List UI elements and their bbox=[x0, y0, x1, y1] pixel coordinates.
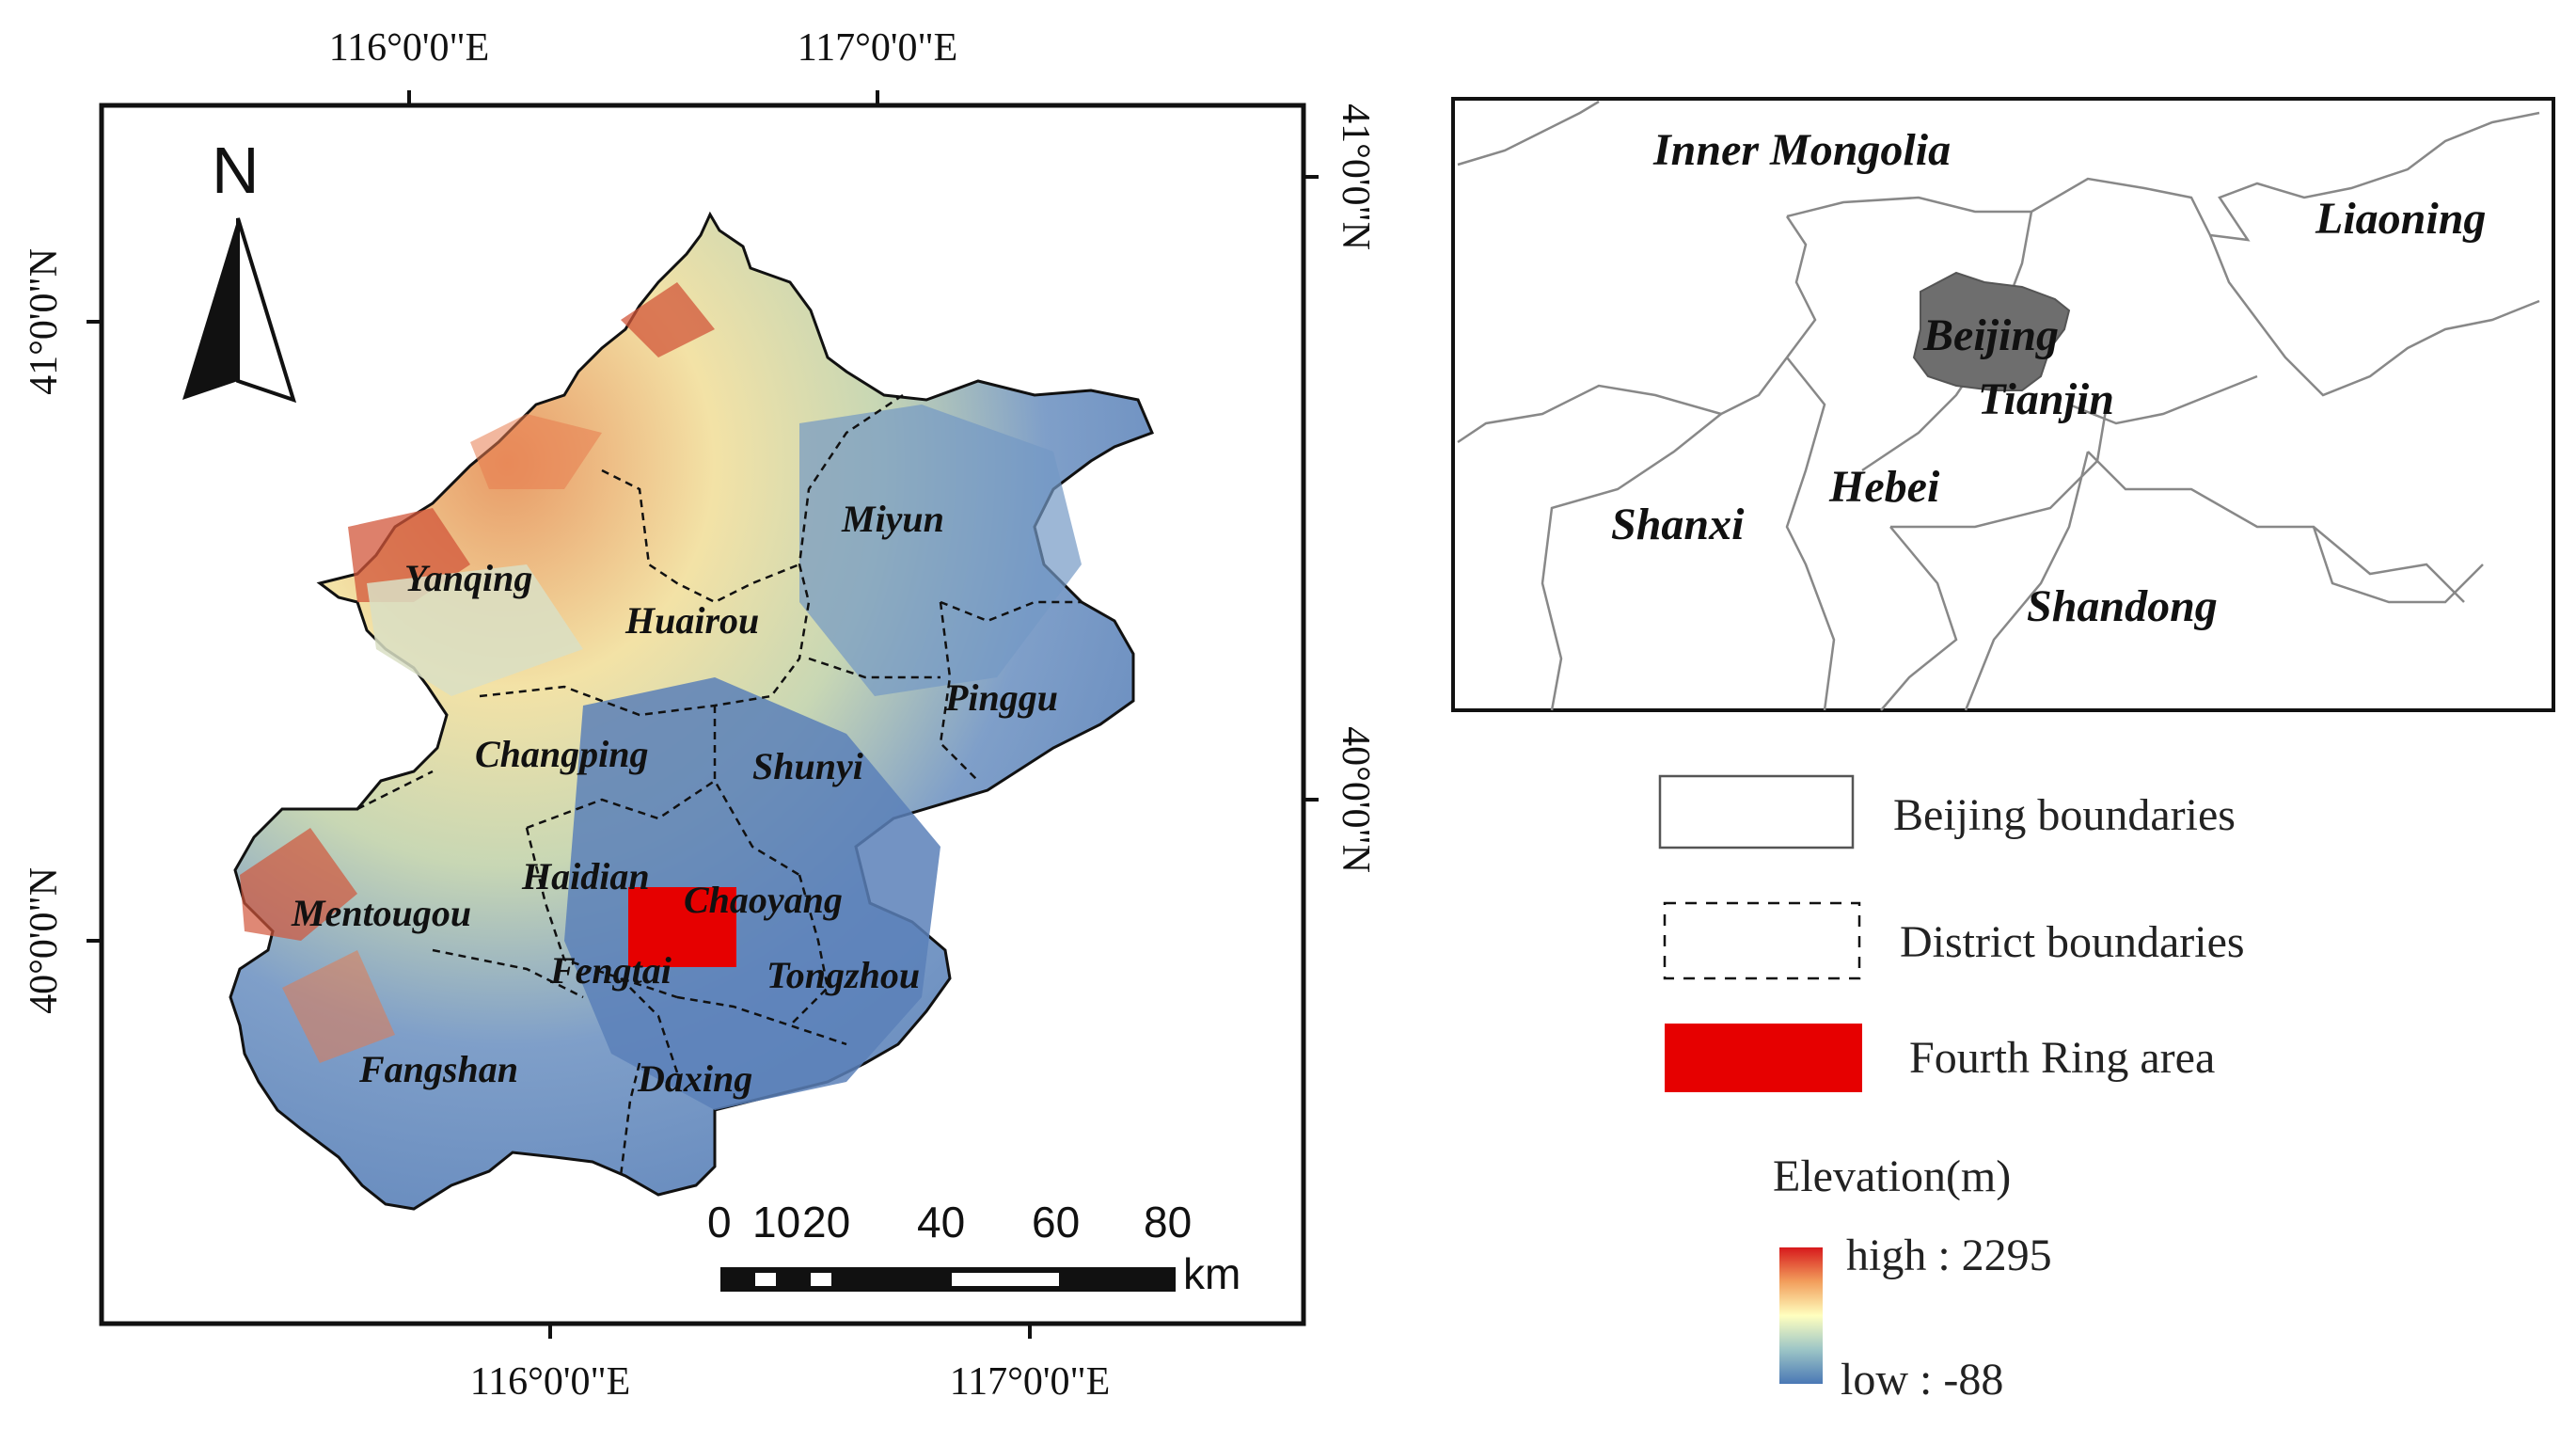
lon-label-bottom: 116°0'0"E bbox=[470, 1360, 631, 1404]
scale-bar: 0 10 20 40 60 80 km bbox=[707, 1198, 1241, 1298]
district-label: Tongzhou bbox=[766, 954, 920, 996]
inset-map-frame bbox=[1451, 97, 2555, 712]
legend-label: District boundaries bbox=[1900, 917, 2245, 967]
province-label: Shanxi bbox=[1611, 500, 1745, 549]
district-boundaries bbox=[356, 393, 1082, 1177]
beijing-inset-area bbox=[1912, 271, 2071, 391]
district-label: Huairou bbox=[624, 599, 759, 642]
north-arrow-label: N bbox=[212, 134, 260, 207]
scale-unit: km bbox=[1183, 1249, 1241, 1298]
province-label: Hebei bbox=[1828, 462, 1940, 512]
legend: Beijing boundaries District boundaries F… bbox=[1658, 774, 2245, 1405]
province-label: Beijing bbox=[1922, 310, 2059, 360]
scale-tick-label: 0 bbox=[707, 1198, 732, 1246]
district-label: Daxing bbox=[637, 1057, 752, 1100]
district-label: Miyun bbox=[841, 498, 944, 540]
district-label: Changping bbox=[475, 733, 649, 775]
north-arrow: N bbox=[182, 134, 297, 404]
district-labels: Yanqing Huairou Miyun Pinggu Changping S… bbox=[291, 498, 1058, 1100]
north-arrow-icon bbox=[182, 218, 238, 400]
province-label: Shandong bbox=[2027, 581, 2218, 631]
province-labels: Inner Mongolia Liaoning Beijing Tianjin … bbox=[1611, 125, 2486, 631]
legend-swatch-beijing bbox=[1658, 774, 1855, 849]
district-label: Chaoyang bbox=[684, 879, 843, 921]
district-label: Fengtai bbox=[549, 949, 672, 992]
graticule-ticks bbox=[87, 90, 1319, 1339]
scale-tick-label: 10 bbox=[752, 1198, 800, 1246]
inset-map: Inner Mongolia Liaoning Beijing Tianjin … bbox=[1451, 97, 2555, 712]
district-label: Yanqing bbox=[404, 557, 532, 599]
elevation-high-label: high : 2295 bbox=[1846, 1231, 2052, 1280]
province-label: Tianjin bbox=[1978, 374, 2114, 424]
main-map: Yanqing Huairou Miyun Pinggu Changping S… bbox=[23, 26, 1377, 1404]
legend-label: Fourth Ring area bbox=[1909, 1033, 2215, 1083]
legend-label: Beijing boundaries bbox=[1893, 790, 2236, 840]
lat-label-left: 41°0'0"N bbox=[23, 248, 66, 395]
district-label: Fangshan bbox=[358, 1048, 518, 1090]
lat-label-right: 40°0'0"N bbox=[1334, 726, 1377, 873]
fourth-ring-area bbox=[628, 887, 736, 967]
elevation-title: Elevation(m) bbox=[1773, 1151, 2011, 1201]
province-label: Inner Mongolia bbox=[1652, 125, 1951, 175]
province-boundaries bbox=[1457, 100, 2540, 711]
scale-tick-label: 20 bbox=[802, 1198, 850, 1246]
district-label: Mentougou bbox=[291, 892, 471, 934]
district-label: Pinggu bbox=[944, 676, 1058, 719]
scale-tick-label: 80 bbox=[1144, 1198, 1192, 1246]
district-label: Shunyi bbox=[752, 745, 863, 787]
scale-tick-label: 40 bbox=[917, 1198, 965, 1246]
district-label: Haidian bbox=[521, 855, 650, 897]
lat-label-left: 40°0'0"N bbox=[23, 867, 66, 1014]
lon-label-bottom: 117°0'0"E bbox=[950, 1360, 1111, 1404]
legend-swatch-fourth-ring bbox=[1665, 1024, 1862, 1092]
beijing-elevation-area bbox=[229, 211, 1154, 1211]
legend-swatch-district bbox=[1663, 901, 1861, 980]
scale-tick-label: 60 bbox=[1032, 1198, 1080, 1246]
lat-label-right: 41°0'0"N bbox=[1334, 103, 1377, 250]
elevation-low-label: low : -88 bbox=[1841, 1355, 2003, 1405]
province-label: Liaoning bbox=[2315, 194, 2486, 244]
lon-label-top: 117°0'0"E bbox=[798, 26, 958, 70]
lon-label-top: 116°0'0"E bbox=[329, 26, 490, 70]
elevation-colorbar bbox=[1779, 1247, 1823, 1384]
